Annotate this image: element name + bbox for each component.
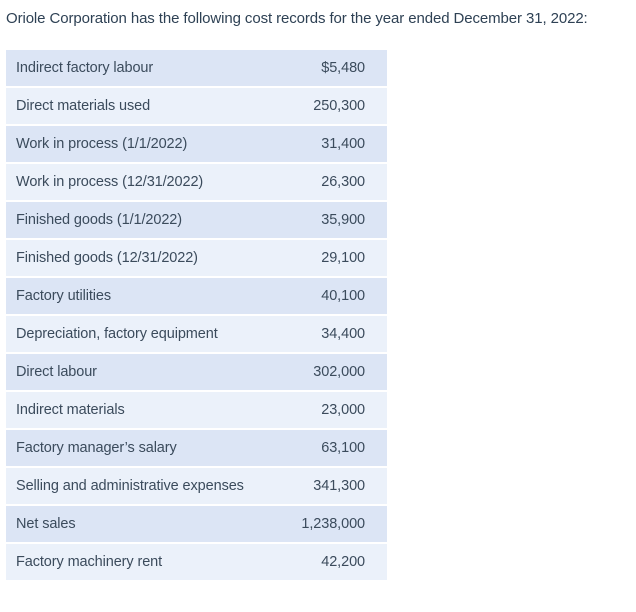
- row-label: Selling and administrative expenses: [16, 478, 244, 494]
- row-label: Factory machinery rent: [16, 554, 163, 570]
- row-label: Work in process (1/1/2022): [16, 136, 188, 152]
- row-value: 1,238,000: [301, 516, 365, 532]
- table-row: Indirect materials 23,000: [6, 392, 387, 428]
- row-label: Indirect factory labour: [16, 60, 154, 76]
- table-row: Factory utilities 40,100: [6, 278, 387, 314]
- table-row: Factory manager’s salary 63,100: [6, 430, 387, 466]
- row-value: $5,480: [321, 60, 365, 76]
- table-row: Finished goods (1/1/2022) 35,900: [6, 202, 387, 238]
- table-row: Depreciation, factory equipment 34,400: [6, 316, 387, 352]
- row-value: 40,100: [321, 288, 365, 304]
- row-label: Factory manager’s salary: [16, 440, 177, 456]
- page: Oriole Corporation has the following cos…: [6, 10, 588, 580]
- row-value: 42,200: [321, 554, 365, 570]
- table-row: Direct materials used 250,300: [6, 88, 387, 124]
- row-value: 341,300: [313, 478, 365, 494]
- row-label: Depreciation, factory equipment: [16, 326, 218, 342]
- row-label: Direct materials used: [16, 98, 151, 114]
- row-value: 31,400: [321, 136, 365, 152]
- row-value: 26,300: [321, 174, 365, 190]
- page-title: Oriole Corporation has the following cos…: [6, 10, 588, 27]
- table-row: Direct labour 302,000: [6, 354, 387, 390]
- table-row: Net sales 1,238,000: [6, 506, 387, 542]
- row-value: 302,000: [313, 364, 365, 380]
- table-row: Indirect factory labour $5,480: [6, 50, 387, 86]
- row-value: 250,300: [313, 98, 365, 114]
- table-row: Work in process (1/1/2022) 31,400: [6, 126, 387, 162]
- row-value: 34,400: [321, 326, 365, 342]
- table-row: Selling and administrative expenses 341,…: [6, 468, 387, 504]
- table-row: Work in process (12/31/2022) 26,300: [6, 164, 387, 200]
- row-value: 29,100: [321, 250, 365, 266]
- row-label: Indirect materials: [16, 402, 125, 418]
- row-label: Finished goods (1/1/2022): [16, 212, 182, 228]
- row-value: 63,100: [321, 440, 365, 456]
- row-label: Net sales: [16, 516, 76, 532]
- row-label: Work in process (12/31/2022): [16, 174, 204, 190]
- row-label: Factory utilities: [16, 288, 111, 304]
- cost-records-table: Indirect factory labour $5,480 Direct ma…: [6, 50, 387, 580]
- table-row: Factory machinery rent 42,200: [6, 544, 387, 580]
- row-label: Direct labour: [16, 364, 97, 380]
- row-label: Finished goods (12/31/2022): [16, 250, 198, 266]
- row-value: 35,900: [321, 212, 365, 228]
- row-value: 23,000: [321, 402, 365, 418]
- table-row: Finished goods (12/31/2022) 29,100: [6, 240, 387, 276]
